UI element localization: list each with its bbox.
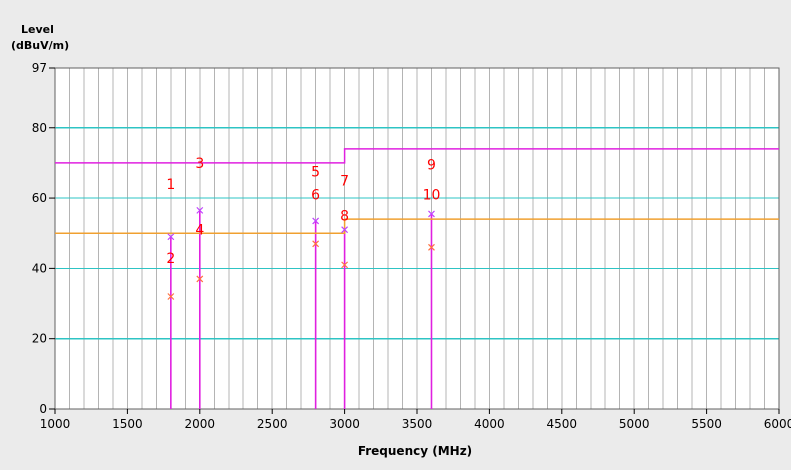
y-tick-label: 80: [32, 121, 47, 135]
marker-label: 8: [340, 209, 349, 225]
average-point: [312, 240, 320, 248]
marker-label: 9: [427, 158, 436, 174]
marker-label: 3: [195, 156, 204, 172]
marker-label: 6: [311, 188, 320, 204]
marker-label: 5: [311, 165, 320, 181]
average-point: [196, 275, 204, 283]
x-tick-label: 2500: [257, 417, 288, 431]
y-tick-label: 0: [39, 402, 47, 416]
y-tick-label: 60: [32, 191, 47, 205]
x-axis-label: Frequency (MHz): [358, 444, 472, 458]
marker-label: 7: [340, 173, 349, 189]
x-tick-label: 3500: [402, 417, 433, 431]
y-tick-label: 40: [32, 261, 47, 275]
limit-line: [55, 148, 779, 164]
peak-point: [312, 217, 320, 225]
y-tick-label: 97: [32, 61, 47, 75]
x-tick-label: 5000: [619, 417, 650, 431]
marker-label: 4: [195, 223, 204, 239]
peak-point: [341, 226, 349, 234]
average-point: [167, 293, 175, 300]
x-tick-label: 4500: [547, 417, 578, 431]
x-tick-label: 2000: [185, 417, 216, 431]
x-tick-label: 6000: [764, 417, 791, 431]
x-tick-label: 1000: [40, 417, 71, 431]
limit-line: [55, 218, 779, 234]
y-axis-label: Level: [21, 23, 54, 36]
y-axis-unit: (dBuV/m): [11, 39, 69, 52]
peak-point: [428, 210, 435, 218]
x-tick-label: 3000: [329, 417, 360, 431]
y-tick-label: 20: [32, 332, 47, 346]
peak-point: [196, 206, 204, 214]
marker-label: 10: [423, 188, 441, 204]
marker-label: 1: [166, 177, 175, 193]
average-point: [341, 261, 349, 269]
average-point: [428, 243, 435, 251]
peak-point: [167, 233, 175, 241]
x-tick-label: 4000: [474, 417, 505, 431]
x-tick-label: 5500: [691, 417, 722, 431]
marker-label: 2: [166, 251, 175, 267]
x-tick-label: 1500: [112, 417, 143, 431]
